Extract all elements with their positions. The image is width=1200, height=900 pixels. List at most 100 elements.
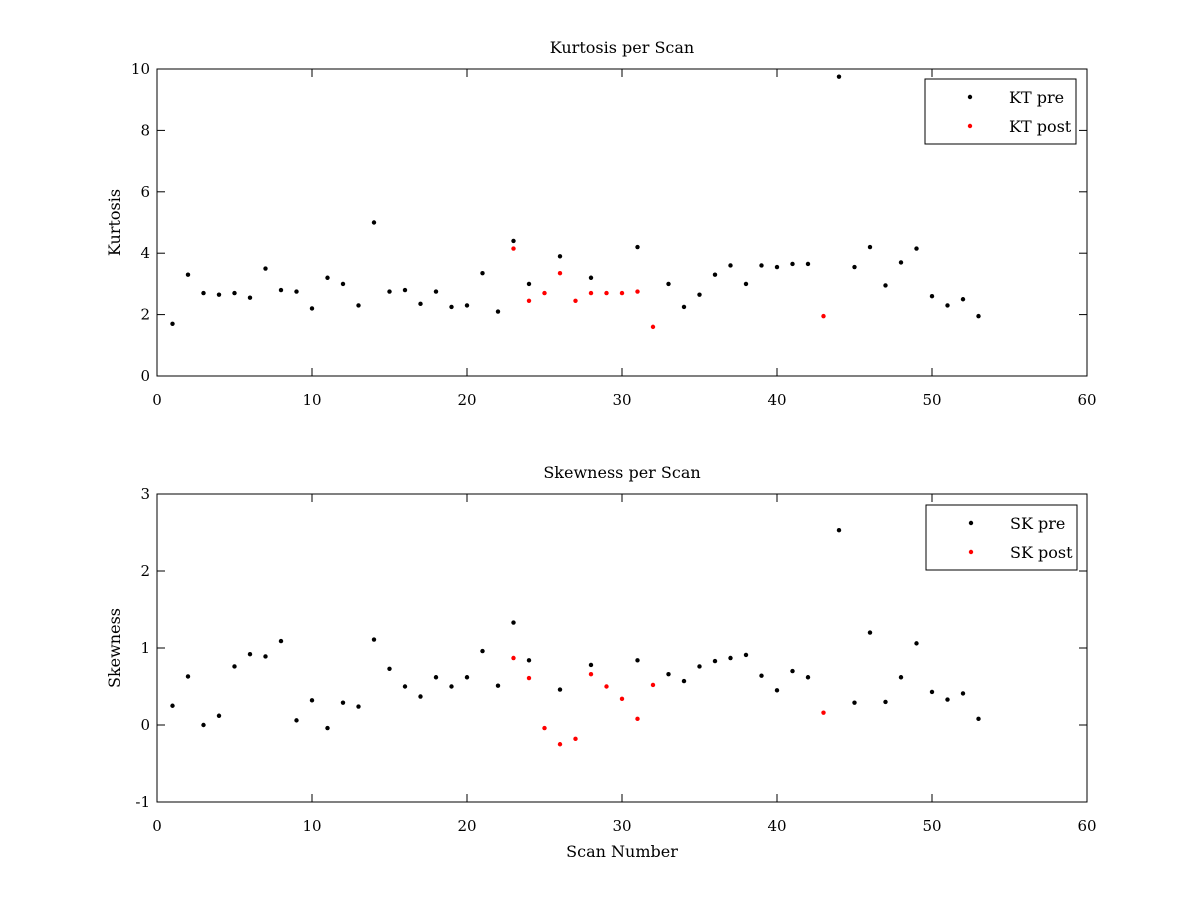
data-point-kt-pre [185, 272, 191, 277]
data-point-kt-post [604, 290, 609, 296]
data-point-sk-pre [449, 684, 454, 689]
legend-label: SK post [1010, 543, 1073, 562]
data-point-kt-pre [356, 303, 361, 308]
data-point-kt-post [542, 290, 547, 296]
data-point-sk-pre [852, 700, 857, 705]
y-axis-label: Kurtosis [105, 189, 124, 256]
data-point-sk-pre [263, 654, 268, 659]
data-point-sk-pre [371, 637, 377, 642]
data-point-sk-pre [433, 675, 439, 680]
y-tick-label: 4 [140, 244, 150, 262]
data-point-sk-pre [960, 691, 966, 696]
data-point-kt-pre [340, 281, 346, 287]
data-point-sk-pre [790, 668, 795, 674]
data-point-sk-pre [216, 713, 222, 718]
data-point-sk-pre [635, 658, 640, 663]
data-point-sk-post [511, 655, 516, 661]
data-point-kt-pre [526, 281, 532, 287]
y-tick-label: 0 [140, 367, 150, 385]
data-point-sk-post [635, 716, 640, 722]
data-point-kt-pre [278, 287, 284, 293]
y-tick-label: 8 [140, 121, 150, 139]
data-point-sk-post [557, 742, 563, 747]
data-point-kt-pre [945, 303, 950, 308]
data-point-sk-pre [759, 673, 764, 678]
data-point-sk-pre [464, 675, 470, 680]
data-point-kt-pre [836, 74, 842, 79]
x-tick-label: 20 [457, 817, 476, 835]
data-point-sk-post [619, 696, 625, 702]
data-point-kt-post [557, 270, 563, 276]
data-point-sk-pre [309, 698, 315, 703]
data-point-kt-pre [728, 263, 733, 268]
y-tick-label: 0 [140, 716, 150, 734]
data-point-kt-pre [557, 254, 563, 259]
data-point-sk-pre [387, 666, 392, 671]
data-point-sk-post [542, 725, 547, 731]
data-point-sk-post [821, 710, 826, 715]
legend-marker [967, 94, 973, 100]
data-point-sk-post [526, 675, 532, 681]
y-tick-label: 1 [140, 639, 150, 657]
data-point-kt-post [619, 290, 625, 296]
data-point-kt-pre [263, 266, 268, 271]
x-tick-label: 10 [302, 817, 321, 835]
data-point-kt-pre [681, 304, 687, 310]
legend-label: SK pre [1010, 514, 1065, 533]
data-point-sk-pre [681, 678, 687, 684]
x-tick-label: 30 [612, 817, 631, 835]
legend-marker [968, 520, 974, 526]
data-point-sk-pre [325, 725, 330, 731]
data-point-kt-pre [201, 290, 206, 296]
data-point-kt-pre [387, 289, 392, 294]
data-point-kt-pre [929, 293, 935, 299]
data-point-kt-post [526, 298, 532, 303]
legend-label: KT post [1009, 117, 1072, 136]
data-point-sk-pre [201, 722, 206, 728]
data-point-kt-pre [294, 289, 299, 294]
data-point-kt-pre [495, 309, 501, 314]
kurtosis-plot: 0 10 20 30 40 50 60 0 2 4 6 8 10 Kurtosis per Scan Kur… [105, 38, 1097, 409]
y-tick-label: 6 [140, 183, 150, 201]
data-point-sk-pre [232, 664, 237, 669]
x-tick-label: 40 [767, 817, 786, 835]
data-point-sk-post [573, 736, 578, 742]
data-point-sk-pre [557, 687, 563, 692]
y-tick-label: 2 [140, 562, 150, 580]
data-point-kt-pre [464, 303, 470, 308]
data-point-kt-pre [743, 281, 749, 287]
data-point-sk-pre [883, 699, 888, 705]
data-point-kt-post [635, 289, 640, 294]
x-tick-label: 30 [612, 391, 631, 409]
data-point-kt-post [650, 324, 656, 330]
x-axis-label: Scan Number [566, 842, 678, 861]
data-point-kt-pre [371, 220, 377, 225]
data-point-kt-pre [914, 246, 919, 251]
data-point-sk-pre [945, 697, 950, 702]
data-point-kt-pre [976, 313, 981, 319]
x-tick-label: 60 [1077, 817, 1096, 835]
data-point-sk-pre [914, 641, 919, 646]
data-point-sk-pre [356, 704, 361, 709]
data-point-kt-pre [588, 275, 594, 280]
data-point-kt-post [821, 313, 826, 319]
y-tick-label: 3 [140, 485, 150, 503]
data-point-kt-pre [883, 283, 888, 288]
data-point-kt-pre [216, 292, 222, 297]
x-tick-label: 60 [1077, 391, 1096, 409]
data-point-kt-post [573, 298, 578, 303]
data-point-kt-pre [712, 272, 718, 277]
data-point-kt-pre [898, 260, 904, 265]
legend-box [924, 78, 1077, 145]
data-point-sk-pre [743, 652, 749, 658]
x-tick-label: 0 [152, 817, 162, 835]
data-point-kt-pre [247, 295, 253, 300]
y-axis-label: Skewness [105, 608, 124, 688]
data-point-kt-pre [666, 281, 671, 287]
data-point-kt-pre [805, 261, 811, 267]
data-point-sk-pre [294, 718, 299, 723]
data-point-kt-pre [232, 290, 237, 296]
x-tick-label: 0 [152, 391, 162, 409]
x-tick-label: 50 [922, 817, 941, 835]
